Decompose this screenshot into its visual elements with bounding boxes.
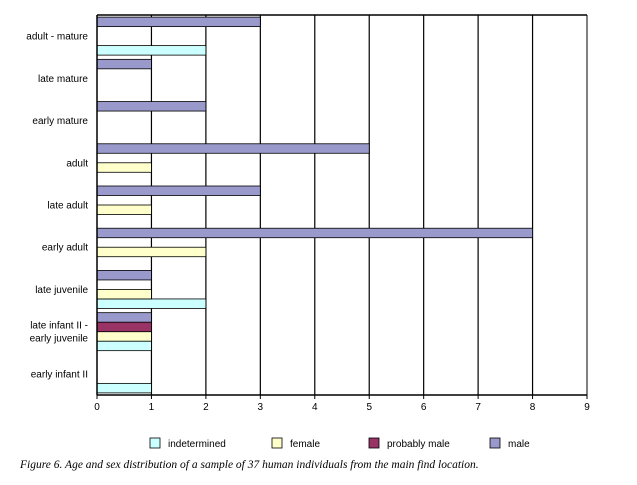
legend: indetermined female probably male male — [149, 437, 530, 450]
axes — [96, 14, 587, 396]
legend-label-indetermined: indetermined — [168, 439, 226, 450]
x-tick-label-5: 5 — [366, 402, 372, 413]
x-tick-label-2: 2 — [203, 402, 209, 413]
legend-label-female: female — [290, 439, 320, 450]
bar-male-8 — [96, 16, 261, 28]
bar-male-5 — [96, 143, 370, 154]
bar-female-5 — [96, 162, 152, 173]
legend-swatch-indetermined — [149, 437, 161, 449]
x-tick-label-6: 6 — [421, 402, 427, 413]
category-label-6: early mature — [32, 116, 88, 127]
x-tick-labels: 0 1 2 3 4 5 6 7 8 9 — [94, 395, 590, 413]
x-tick-label-9: 9 — [584, 402, 590, 413]
category-label-3: early adult — [42, 243, 88, 254]
category-label-1-line1: early juvenile — [30, 334, 89, 345]
bar-male-1 — [96, 312, 152, 323]
bar-indetermined-2 — [96, 298, 207, 309]
category-label-2: late juvenile — [35, 285, 88, 296]
legend-swatch-female — [271, 437, 283, 449]
legend-swatch-male — [489, 437, 501, 449]
x-tick-label-0: 0 — [94, 402, 100, 413]
figure-caption: Figure 6. Age and sex distribution of a … — [20, 459, 479, 471]
bar-indetermined-0 — [96, 382, 152, 394]
bar-male-3 — [96, 227, 533, 239]
category-label-5: adult — [66, 158, 88, 169]
category-label-8: adult - mature — [26, 32, 88, 43]
bar-indetermined-1 — [96, 340, 152, 352]
category-label-7: late mature — [38, 74, 88, 85]
bar-female-2 — [96, 289, 152, 300]
legend-swatch-probably-male — [368, 437, 380, 449]
x-tick-label-4: 4 — [312, 402, 318, 413]
bar-male-2 — [96, 270, 152, 281]
x-tick-label-3: 3 — [258, 402, 264, 413]
x-tick-label-1: 1 — [149, 402, 155, 413]
bar-male-4 — [96, 185, 261, 196]
category-label-4: late adult — [47, 201, 88, 212]
legend-label-male: male — [508, 439, 530, 450]
bar-indetermined-8 — [96, 45, 207, 56]
category-label-0: early infant II — [31, 369, 88, 380]
x-tick-label-8: 8 — [530, 402, 536, 413]
bar-female-4 — [96, 204, 152, 215]
bar-female-1 — [96, 331, 152, 342]
category-label-1-line0: late infant II - — [30, 321, 88, 332]
category-labels: early infant II late infant II - early juv… — [26, 32, 88, 381]
bar-female-3 — [96, 246, 207, 258]
bar-probably-male-1 — [96, 321, 152, 333]
bar-male-6 — [96, 101, 207, 112]
bar-male-7 — [96, 58, 152, 70]
gridlines — [150, 15, 588, 395]
x-tick-label-7: 7 — [475, 402, 481, 413]
legend-label-probably-male: probably male — [387, 439, 450, 450]
